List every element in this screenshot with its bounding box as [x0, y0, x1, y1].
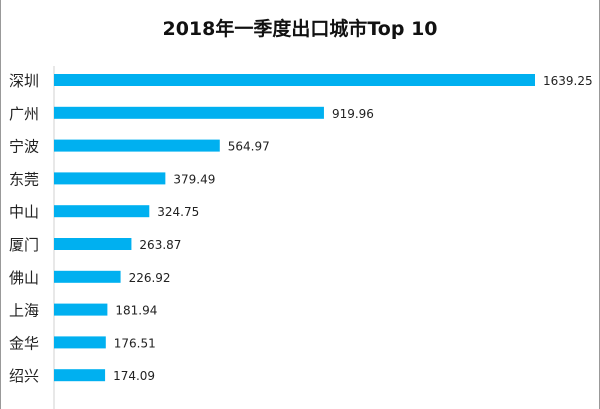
data-label: 174.09	[113, 369, 155, 383]
data-label: 379.49	[173, 172, 215, 186]
data-label: 324.75	[157, 205, 199, 219]
bar	[54, 205, 150, 218]
category-label: 佛山	[9, 269, 39, 287]
bar	[54, 106, 324, 119]
bar	[54, 369, 106, 382]
category-label: 金华	[9, 334, 39, 352]
data-label: 176.51	[114, 336, 156, 350]
category-label: 宁波	[9, 138, 39, 156]
category-label: 厦门	[9, 236, 39, 254]
chart-title: 2018年一季度出口城市Top 10	[162, 18, 438, 40]
bar	[54, 238, 132, 250]
data-label: 181.94	[115, 304, 157, 318]
data-label: 226.92	[129, 271, 171, 285]
bar	[54, 172, 166, 185]
bar	[54, 74, 535, 86]
bar	[54, 139, 220, 152]
category-label: 绍兴	[9, 367, 39, 385]
category-label: 广州	[9, 105, 39, 123]
bar	[54, 270, 121, 283]
category-label: 上海	[9, 302, 39, 320]
data-label: 1639.25	[543, 74, 593, 88]
category-label: 东莞	[9, 170, 39, 188]
category-label: 中山	[9, 203, 39, 221]
bar	[54, 303, 108, 316]
bar	[54, 336, 106, 349]
data-label: 564.97	[228, 140, 270, 154]
data-label: 919.96	[332, 107, 374, 121]
category-label: 深圳	[9, 72, 39, 90]
data-label: 263.87	[139, 238, 181, 252]
